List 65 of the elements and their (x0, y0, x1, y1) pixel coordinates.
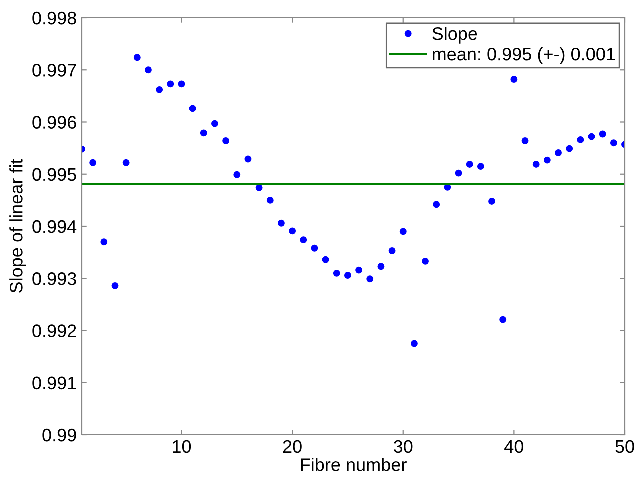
point (222, 138, 230, 144)
y-tick-label: 0.995 (32, 168, 76, 182)
point (500, 316, 507, 324)
point (599, 130, 606, 138)
y-axis-title: Slope of linear fit (10, 159, 26, 293)
point (300, 236, 308, 244)
point (90, 159, 97, 166)
point (122, 159, 130, 166)
point (544, 156, 551, 164)
y-tick-label: 0.991 (32, 376, 76, 390)
point (289, 228, 296, 235)
point (356, 266, 363, 274)
point (366, 276, 374, 283)
point (433, 201, 440, 208)
point (156, 86, 164, 94)
point (610, 140, 618, 147)
point (266, 196, 274, 204)
point (167, 80, 174, 88)
point (212, 120, 218, 128)
point (333, 270, 340, 277)
point (577, 136, 584, 144)
point (100, 238, 108, 246)
point (145, 66, 152, 74)
y-tick-label: 0.998 (32, 12, 76, 25)
point (422, 258, 430, 265)
point (278, 220, 285, 227)
point (455, 170, 462, 177)
point (256, 184, 263, 192)
point (112, 282, 119, 290)
point (400, 228, 407, 236)
point (466, 161, 474, 168)
x-tick-label: 10 (173, 440, 192, 454)
point (388, 248, 396, 254)
y-tick-label: 0.997 (32, 64, 76, 77)
point (322, 256, 330, 264)
point (311, 244, 318, 252)
point (178, 80, 186, 88)
point (189, 105, 196, 112)
y-tick-label: 0.996 (32, 116, 76, 129)
point (234, 171, 241, 178)
y-tick-label: 0.992 (32, 324, 76, 338)
point (510, 76, 518, 83)
x-tick-label: 20 (283, 440, 302, 454)
y-tick-label: 0.99 (42, 428, 76, 442)
point (200, 130, 208, 137)
point (134, 54, 141, 62)
point (566, 145, 574, 152)
y-tick-label: 0.993 (32, 272, 76, 286)
x-axis-title: Fibre number (301, 458, 407, 472)
y-tick-label: 0.994 (32, 220, 77, 234)
x-tick-label: 40 (504, 440, 524, 454)
point (344, 272, 352, 279)
point (477, 163, 484, 170)
x-tick-label: 50 (616, 440, 634, 454)
point (555, 150, 562, 156)
point (410, 340, 418, 348)
x-tick-label: 30 (394, 440, 413, 454)
point (378, 263, 385, 270)
point (488, 198, 496, 205)
point (244, 156, 252, 163)
point (588, 133, 596, 140)
point (532, 161, 540, 168)
legend-label: Slope (432, 27, 478, 44)
point (522, 138, 529, 144)
legend-label: mean: 0.995 (+-) 0.001 (433, 47, 616, 64)
